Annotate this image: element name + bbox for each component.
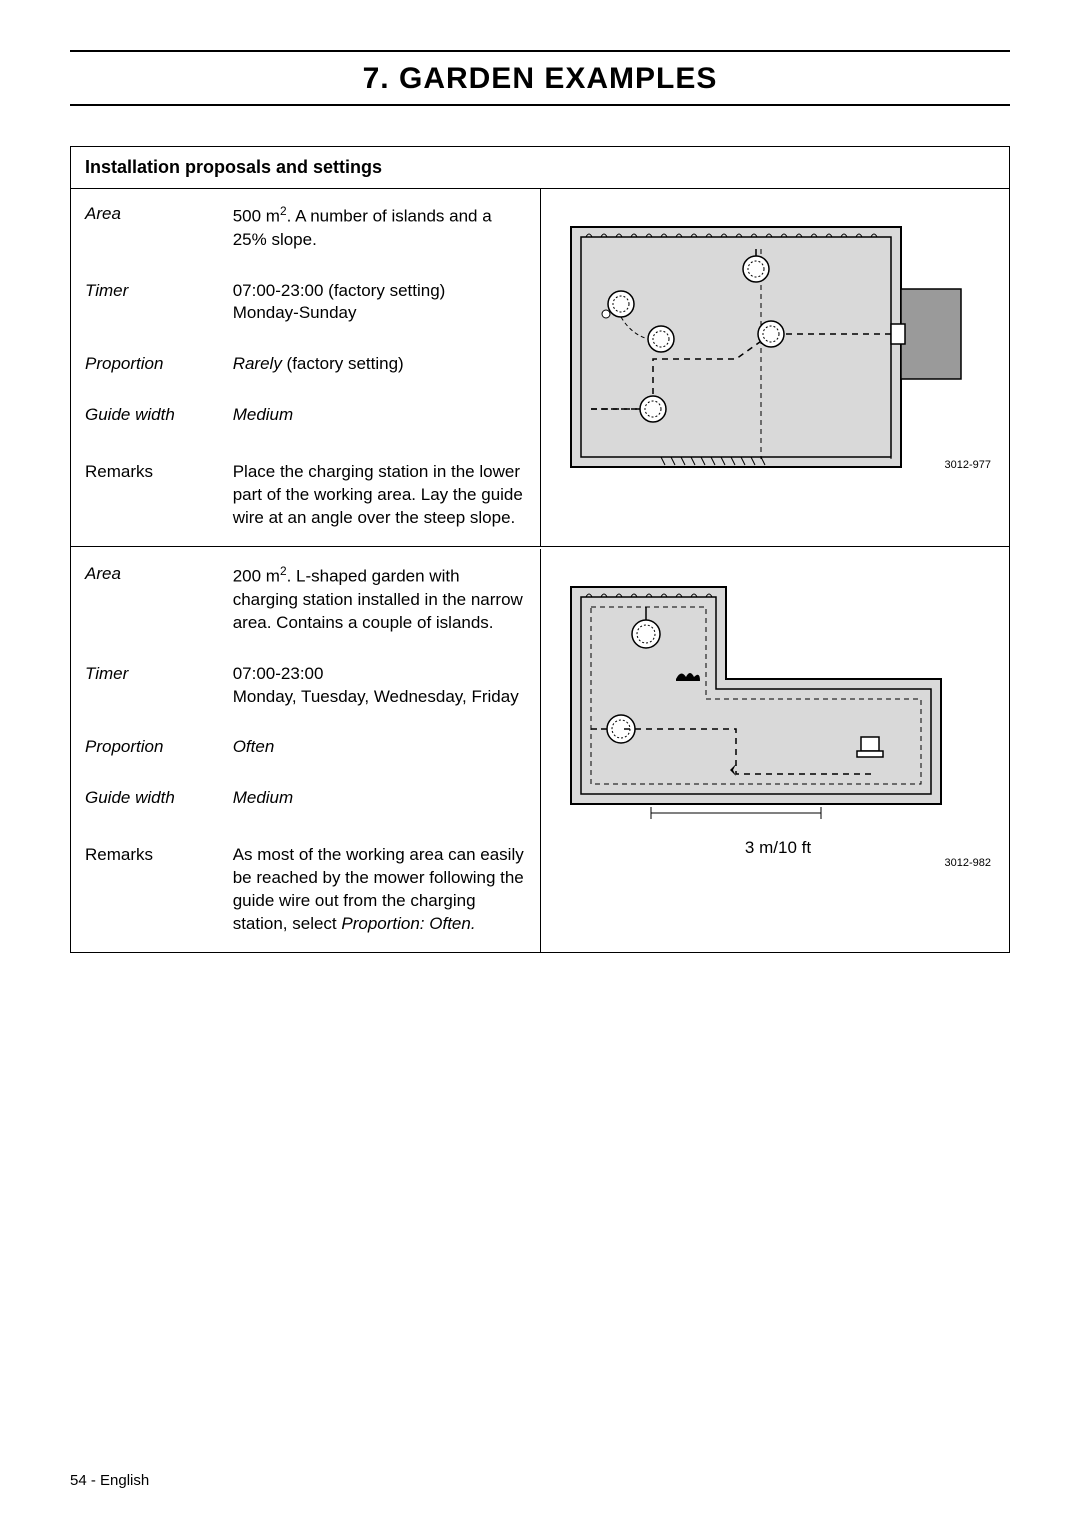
figure-caption: 3 m/10 ft [561, 838, 995, 858]
tree-icon [608, 291, 634, 317]
figure-id: 3012-982 [945, 857, 992, 869]
guidewidth-value: Medium [221, 787, 540, 810]
area-label: Area [71, 203, 221, 252]
guidewidth-label: Guide width [71, 404, 221, 427]
tree-icon [640, 396, 666, 422]
page-footer: 54 - English [70, 1472, 149, 1489]
area-label: Area [71, 563, 221, 634]
table-header: Installation proposals and settings [71, 147, 1010, 189]
chapter-title: 7. GARDEN EXAMPLES [70, 56, 1010, 104]
area-value: 500 m2. A number of islands and a 25% sl… [221, 203, 540, 252]
area-value: 200 m2. L-shaped garden with charging st… [221, 563, 540, 634]
charging-station-icon [857, 737, 883, 757]
guidewidth-label: Guide width [71, 787, 221, 810]
tree-icon [758, 321, 784, 347]
guidewidth-value: Medium [221, 404, 540, 427]
timer-value: 07:00-23:00 (factory setting) Monday-Sun… [221, 280, 540, 326]
proportion-label: Proportion [71, 353, 221, 376]
header-rule-bottom [70, 104, 1010, 106]
garden-diagram-1: 3012-977 [561, 209, 995, 489]
header-rule-top [70, 50, 1010, 52]
timer-label: Timer [71, 663, 221, 709]
remarks-value: Place the charging station in the lower … [221, 461, 540, 530]
tree-icon [632, 620, 660, 648]
remarks-label: Remarks [71, 461, 221, 530]
figure-id: 3012-977 [945, 459, 992, 471]
installation-table: Installation proposals and settings Area… [70, 146, 1010, 953]
proportion-value: Rarely (factory setting) [221, 353, 540, 376]
tree-icon [648, 326, 674, 352]
tree-icon [743, 256, 769, 282]
page: 7. GARDEN EXAMPLES Installation proposal… [0, 0, 1080, 1527]
tree-icon [607, 715, 635, 743]
proportion-value: Often [221, 736, 540, 759]
example-2-row: Area 200 m2. L-shaped garden with chargi… [71, 549, 1010, 952]
timer-label: Timer [71, 280, 221, 326]
garden-diagram-2: 3 m/10 ft 3012-982 [561, 569, 995, 858]
garden-diagram-2-svg [561, 569, 961, 834]
proportion-label: Proportion [71, 736, 221, 759]
remarks-value: As most of the working area can easily b… [221, 844, 540, 936]
garden-diagram-1-svg [561, 209, 981, 489]
example-1-row: Area 500 m2. A number of islands and a 2… [71, 189, 1010, 547]
remarks-label: Remarks [71, 844, 221, 936]
timer-value: 07:00-23:00 Monday, Tuesday, Wednesday, … [221, 663, 540, 709]
